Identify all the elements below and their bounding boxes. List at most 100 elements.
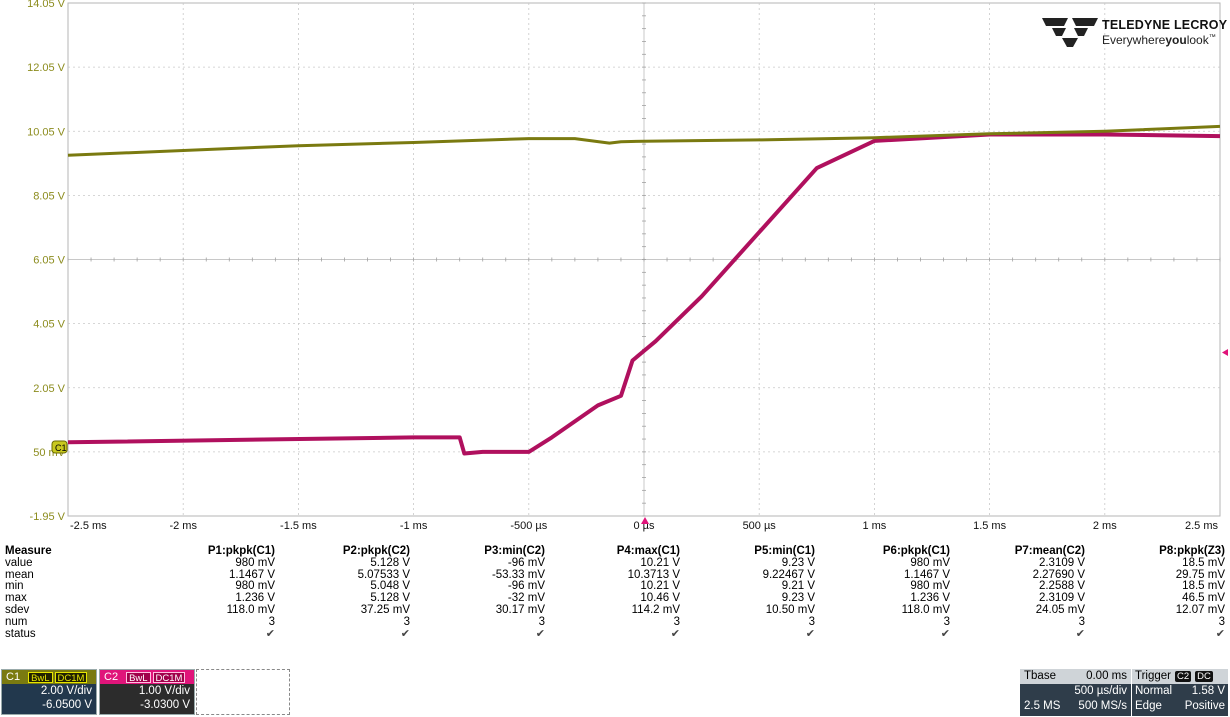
trigger-descriptor[interactable]: Trigger C2 DC Normal 1.58 V Edge Positiv… — [1132, 669, 1228, 716]
measure-cell: -96 mV — [507, 556, 545, 569]
measure-row-value: value 980 mV 5.128 V -96 mV 10.21 V 9.23 V 980… — [0, 556, 1225, 570]
y-tick-label: 2.05 V — [33, 383, 65, 395]
measure-cell: 12.07 mV — [1175, 603, 1225, 616]
y-tick-label: 8.05 V — [33, 190, 65, 202]
c1-coupling-badge: DC1M — [54, 671, 88, 684]
measure-cell: 2.27690 V — [1032, 568, 1085, 581]
measure-cell: 9.22467 V — [762, 568, 815, 581]
c1-name: C1 — [6, 671, 21, 683]
measure-cell: 980 mV — [235, 580, 275, 593]
c2-trace — [67, 132, 1221, 456]
timebase-descriptor[interactable]: Tbase 0.00 ms 500 µs/div 2.5 MS 500 MS/s — [1020, 669, 1131, 716]
c1-descriptor-header: C1 BwL DC1M — [2, 670, 96, 684]
y-tick-label: -1.95 V — [30, 511, 66, 523]
measure-col-header[interactable]: P4:max(C1) — [616, 545, 680, 557]
measure-cell: 5.128 V — [370, 556, 410, 569]
measure-row-label: mean — [5, 568, 34, 581]
timebase-samples: 2.5 MS — [1024, 700, 1061, 712]
trigger-coupling-badge: DC — [1195, 671, 1213, 682]
c1-channel-descriptor[interactable]: C1 BwL DC1M 2.00 V/div -6.0500 V — [1, 669, 97, 715]
y-tick-label: 6.05 V — [33, 255, 65, 267]
x-tick-label: 500 µs — [743, 520, 777, 532]
c1-ground-marker-label: C1 — [55, 443, 67, 453]
measure-col-header[interactable]: P6:pkpk(C1) — [882, 545, 950, 557]
measure-cell: 118.0 mV — [226, 603, 275, 616]
status-check-icon: ✔ — [265, 627, 275, 640]
measure-cell: 5.048 V — [370, 580, 410, 593]
measure-cell: 10.50 mV — [765, 603, 815, 616]
timebase-header: Tbase 0.00 ms — [1020, 669, 1131, 684]
measure-col-header[interactable]: P7:mean(C2) — [1014, 545, 1085, 557]
status-check-icon: ✔ — [1215, 627, 1225, 640]
c2-channel-descriptor[interactable]: C2 BwL DC1M 1.00 V/div -3.0300 V — [99, 669, 195, 715]
measure-cell: 3 — [673, 615, 680, 628]
trigger-type: Edge — [1135, 700, 1162, 712]
y-tick-label: 14.05 V — [27, 0, 66, 10]
measure-cell: 24.05 mV — [1035, 603, 1085, 616]
timebase-row-2: 2.5 MS 500 MS/s — [1020, 699, 1131, 714]
timebase-delay: 0.00 ms — [1086, 670, 1127, 682]
measure-cell: 3 — [268, 615, 275, 628]
measure-col-header[interactable]: P3:min(C2) — [484, 545, 545, 557]
measure-col-header[interactable]: P1:pkpk(C1) — [207, 545, 275, 557]
measure-row-label: max — [5, 592, 27, 605]
measure-row-label: min — [5, 580, 24, 593]
status-check-icon: ✔ — [670, 627, 680, 640]
tagline-pre: Everywhere — [1102, 33, 1166, 47]
x-tick-label: -2 ms — [169, 520, 197, 532]
measure-cell: 3 — [403, 615, 410, 628]
trigger-time-marker[interactable] — [641, 517, 649, 524]
measure-cell: 1.236 V — [235, 592, 275, 605]
measure-cell: 3 — [943, 615, 950, 628]
status-check-icon: ✔ — [940, 627, 950, 640]
measure-row-mean: mean 1.1467 V 5.07533 V -53.33 mV 10.3713 V 9… — [0, 568, 1225, 582]
measure-cell: 1.1467 V — [228, 568, 275, 581]
measure-cell: 18.5 mV — [1182, 580, 1225, 593]
trigger-level: 1.58 V — [1191, 685, 1225, 697]
measure-row-label: value — [5, 556, 33, 569]
measure-col-header[interactable]: P8:pkpk(Z3) — [1159, 545, 1225, 557]
c1-ground-marker[interactable]: C1 — [51, 440, 68, 454]
waveform-traces — [67, 124, 1221, 456]
trigger-mode: Normal — [1135, 685, 1173, 697]
measure-cell: -96 mV — [507, 580, 545, 593]
c2-coupling-badge: DC1M — [152, 671, 186, 684]
measure-col-header[interactable]: P5:min(C1) — [754, 545, 815, 557]
measure-cell: 1.1467 V — [903, 568, 950, 581]
measure-col-header[interactable]: P2:pkpk(C2) — [342, 545, 410, 557]
measure-row-max: max 1.236 V 5.128 V -32 mV 10.46 V 9.23 V 1.23… — [0, 592, 1225, 605]
brand-tagline: Everywhereyoulook™ — [1102, 33, 1216, 47]
graticule — [67, 2, 1221, 517]
y-axis-labels: 14.05 V 12.05 V 10.05 V 8.05 V 6.05 V 4.05 V 2… — [27, 0, 66, 523]
c1-offset: -6.0500 V — [42, 699, 92, 711]
x-tick-label: -2.5 ms — [70, 520, 107, 532]
x-tick-label: 1 ms — [862, 520, 886, 532]
tagline-bold: you — [1165, 33, 1187, 47]
measure-row-sdev: sdev 118.0 mV 37.25 mV 30.17 mV 114.2 mV 10.5… — [0, 603, 1225, 617]
x-tick-label: 2 ms — [1093, 520, 1117, 532]
trigger-header: Trigger C2 DC — [1132, 669, 1228, 684]
measure-cell: 2.3109 V — [1038, 556, 1085, 569]
measure-cell: 980 mV — [910, 556, 950, 569]
measure-cell: 18.5 mV — [1182, 556, 1225, 569]
trigger-level-marker[interactable] — [1222, 349, 1228, 356]
measure-cell: 30.17 mV — [495, 603, 545, 616]
x-tick-label: 0 µs — [633, 520, 655, 532]
c2-vdiv: 1.00 V/div — [138, 685, 190, 697]
measure-row-num: num 3 3 3 3 3 3 3 3 — [0, 615, 1225, 629]
trigger-slope: Positive — [1184, 700, 1225, 712]
y-tick-label: 10.05 V — [27, 126, 66, 138]
empty-descriptor-slot[interactable] — [196, 669, 290, 715]
measure-cell: 980 mV — [235, 556, 275, 569]
c1-vdiv: 2.00 V/div — [40, 685, 92, 697]
x-tick-label: 1.5 ms — [973, 520, 1007, 532]
measure-row-min: min 980 mV 5.048 V -96 mV 10.21 V 9.21 V 980 m… — [0, 581, 1225, 593]
measure-title: Measure — [5, 545, 52, 557]
measure-table[interactable]: Measure P1:pkpk(C1) P2:pkpk(C2) P3:min(C… — [0, 545, 1230, 670]
timebase-rate: 500 MS/s — [1078, 700, 1127, 712]
trigger-source-badge: C2 — [1175, 671, 1192, 682]
c2-name: C2 — [104, 671, 119, 683]
c1-bandwidth-badge: BwL — [28, 671, 53, 684]
timebase-row-1: 500 µs/div — [1020, 684, 1131, 699]
measure-row-status: status ✔ ✔ ✔ ✔ ✔ ✔ ✔ ✔ — [0, 627, 1225, 641]
